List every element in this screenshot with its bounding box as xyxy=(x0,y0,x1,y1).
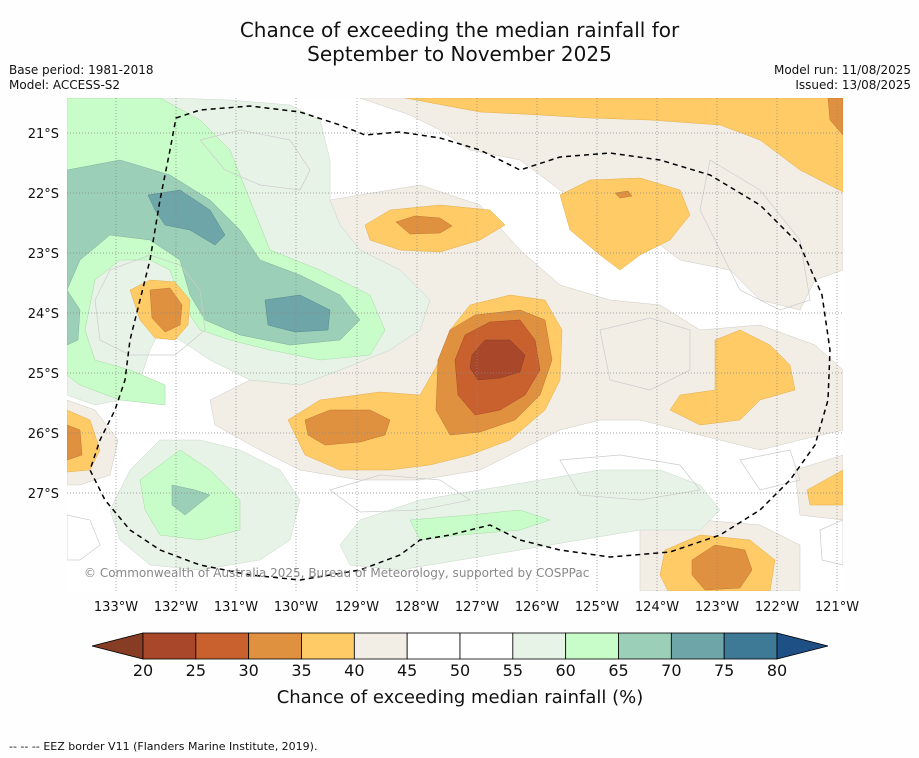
lat-label: 21°S xyxy=(28,127,59,142)
contour-lines xyxy=(67,129,843,566)
meta-right: Model run: 11/08/2025 Issued: 13/08/2025 xyxy=(774,63,911,93)
colorbar-tick-label: 65 xyxy=(608,661,628,680)
colorbar-tick-label: 45 xyxy=(397,661,417,680)
latitude-labels: 21°S 22°S 23°S 24°S 25°S 26°S 27°S xyxy=(28,127,59,502)
lon-label: 128°W xyxy=(395,600,439,615)
colorbar-cells xyxy=(142,632,778,660)
model-run-text: Model run: 11/08/2025 xyxy=(773,63,911,77)
colorbar-tick-label: 40 xyxy=(344,661,364,680)
lon-label: 133°W xyxy=(94,600,138,615)
eez-border xyxy=(89,105,831,581)
lon-label: 127°W xyxy=(455,600,499,615)
colorbar-tick-label: 55 xyxy=(503,661,523,680)
colorbar-tick-label: 35 xyxy=(291,661,311,680)
colorbar-high-arrow xyxy=(776,632,829,660)
colorbar-cell xyxy=(723,632,778,660)
colorbar-tick-label: 30 xyxy=(238,661,258,680)
colorbar-tick-label: 75 xyxy=(714,661,734,680)
lon-label: 130°W xyxy=(274,600,318,615)
map-title: Chance of exceeding the median rainfall … xyxy=(0,18,919,66)
colorbar-cell xyxy=(459,632,514,660)
lon-label: 122°W xyxy=(755,600,799,615)
lon-label: 132°W xyxy=(154,600,198,615)
lat-label: 25°S xyxy=(28,367,59,382)
band-70-75 xyxy=(147,189,331,333)
title-line-2: September to November 2025 xyxy=(307,42,612,66)
colorbar-cell xyxy=(565,632,619,660)
colorbar-tick-label: 25 xyxy=(186,661,206,680)
longitude-labels: 133°W 132°W 131°W 130°W 129°W 128°W 127°… xyxy=(94,600,859,615)
lon-label: 123°W xyxy=(695,600,739,615)
colorbar-tick-label: 50 xyxy=(450,661,470,680)
lat-label: 27°S xyxy=(28,487,59,502)
colorbar-tick-label: 70 xyxy=(661,661,681,680)
colorbar: 20 25 30 35 40 45 50 55 60 65 70 75 80 Chance of exc… xyxy=(91,632,829,708)
lat-label: 23°S xyxy=(28,247,59,262)
lat-label: 24°S xyxy=(28,307,59,322)
eez-legend-text: EEZ border V11 (Flanders Marine Institut… xyxy=(43,740,318,753)
colorbar-tick-label: 80 xyxy=(767,661,787,680)
colorbar-cell xyxy=(248,632,302,660)
colorbar-cell xyxy=(406,632,461,660)
colorbar-low-arrow xyxy=(91,632,144,660)
lon-label: 131°W xyxy=(214,600,258,615)
rainfall-contour-map: © Commonwealth of Australia 2025, Bureau… xyxy=(67,98,843,591)
meta-left: Base period: 1981-2018 Model: ACCESS-S2 xyxy=(9,63,154,93)
lon-label: 121°W xyxy=(815,600,859,615)
lon-label: 129°W xyxy=(335,600,379,615)
colorbar-cell xyxy=(142,632,197,660)
colorbar-cell xyxy=(353,632,408,660)
model-text: Model: ACCESS-S2 xyxy=(9,78,121,92)
lat-label: 26°S xyxy=(28,427,59,442)
colorbar-cell xyxy=(670,632,725,660)
lon-label: 124°W xyxy=(635,600,679,615)
colorbar-tick-label: 60 xyxy=(555,661,575,680)
colorbar-cell xyxy=(301,632,355,660)
title-line-1: Chance of exceeding the median rainfall … xyxy=(239,18,680,42)
graticule xyxy=(67,98,843,591)
lon-label: 125°W xyxy=(575,600,619,615)
base-period-text: Base period: 1981-2018 xyxy=(9,63,154,77)
lon-label: 126°W xyxy=(515,600,559,615)
issued-text: Issued: 13/08/2025 xyxy=(795,78,911,92)
colorbar-cell xyxy=(195,632,250,660)
colorbar-label: Chance of exceeding median rainfall (%) xyxy=(277,687,644,708)
band-20-25 xyxy=(469,339,526,381)
colorbar-cell xyxy=(512,632,567,660)
copyright-text: © Commonwealth of Australia 2025, Bureau… xyxy=(84,566,589,580)
lat-label: 22°S xyxy=(28,187,59,202)
eez-legend-symbol: -- -- -- xyxy=(9,740,40,753)
colorbar-cell xyxy=(618,632,672,660)
colorbar-tick-label: 20 xyxy=(133,661,153,680)
colorbar-ticks: 20 25 30 35 40 45 50 55 60 65 70 75 80 xyxy=(133,661,787,680)
eez-footnote: -- -- -- EEZ border V11 (Flanders Marine… xyxy=(9,740,317,753)
